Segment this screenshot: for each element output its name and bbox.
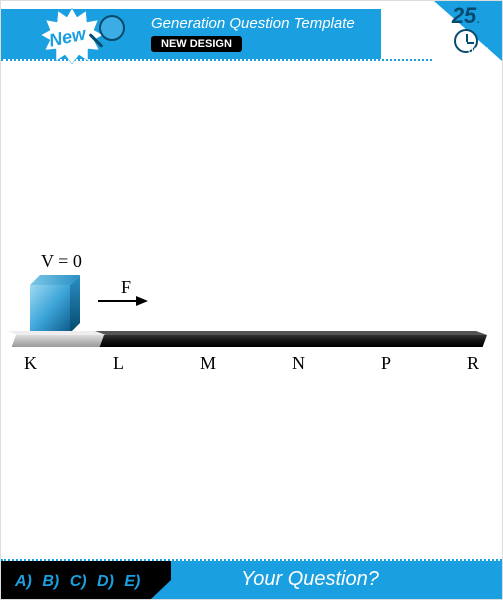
clock-badge: 25. hour xyxy=(434,3,498,59)
option-c[interactable]: C) xyxy=(70,573,87,590)
option-d[interactable]: D) xyxy=(97,573,114,590)
axis-point: R xyxy=(467,353,479,374)
page-title: Generation Question Template xyxy=(151,15,355,32)
header-region: Generation Question Template NEW DESIGN … xyxy=(1,1,502,71)
force-label: F xyxy=(121,277,131,298)
footer-region: A) B) C) D) E) Your Question? xyxy=(1,551,502,599)
velocity-label: V = 0 xyxy=(41,251,82,272)
track-dark-segment xyxy=(100,335,487,347)
magnifier-icon xyxy=(99,15,131,47)
answer-options: A) B) C) D) E) xyxy=(15,573,146,591)
question-prompt[interactable]: Your Question? xyxy=(241,568,379,591)
axis-point: M xyxy=(200,353,216,374)
option-a[interactable]: A) xyxy=(15,573,32,590)
axis-point: N xyxy=(292,353,305,374)
physics-diagram: V = 0 F K L M N P R xyxy=(16,251,487,391)
clock-unit: hour xyxy=(468,45,488,56)
subtitle-badge: NEW DESIGN xyxy=(151,36,242,52)
option-e[interactable]: E) xyxy=(124,573,140,590)
footer-wedge xyxy=(151,561,191,599)
track-light-segment xyxy=(12,335,104,347)
clock-number: 25 xyxy=(452,3,476,28)
option-b[interactable]: B) xyxy=(42,573,59,590)
axis-labels: K L M N P R xyxy=(16,353,487,374)
cube-shape xyxy=(30,275,90,335)
axis-point: L xyxy=(113,353,124,374)
axis-point: P xyxy=(381,353,391,374)
axis-point: K xyxy=(24,353,37,374)
